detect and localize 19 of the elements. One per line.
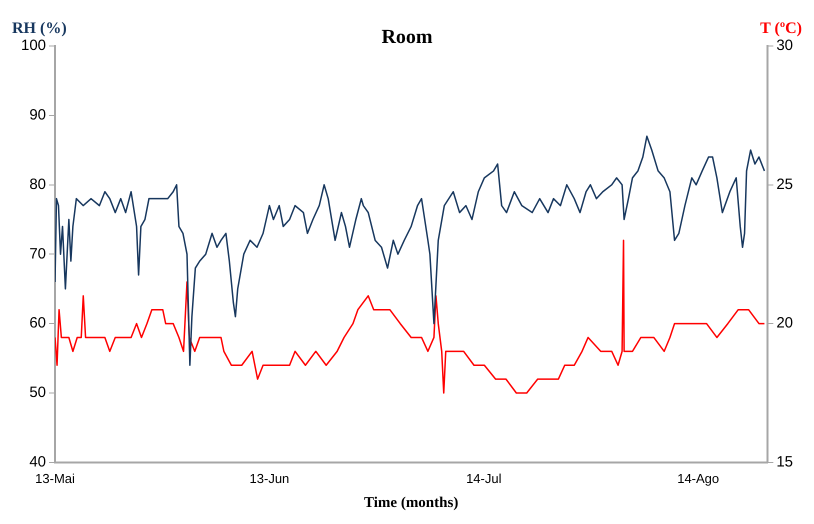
x-tick-label: 13-Mai — [35, 470, 75, 486]
chart-title: Room — [381, 26, 433, 48]
y-tick-label: 80 — [29, 176, 46, 193]
y2-tick-label: 20 — [776, 314, 794, 332]
y2-tick-label: 25 — [776, 176, 794, 193]
y2-tick-label: 30 — [776, 37, 794, 54]
y-axis-title: RH (%) — [12, 20, 67, 38]
y-tick-label: 50 — [29, 384, 46, 402]
y-tick-label: 90 — [29, 106, 46, 124]
y-tick-label: 100 — [20, 37, 46, 54]
y-tick-label: 60 — [29, 314, 46, 332]
x-tick-label: 14-Jul — [466, 470, 502, 486]
x-tick-label: 14-Ago — [677, 470, 720, 486]
y2-tick-label: 15 — [776, 454, 794, 471]
y-tick-label: 40 — [29, 454, 46, 471]
y2-axis-title: T (ºC) — [760, 20, 802, 38]
y-tick-label: 70 — [29, 245, 46, 262]
x-tick-label: 13-Jun — [250, 470, 290, 486]
x-axis-title: Time (months) — [364, 494, 458, 511]
